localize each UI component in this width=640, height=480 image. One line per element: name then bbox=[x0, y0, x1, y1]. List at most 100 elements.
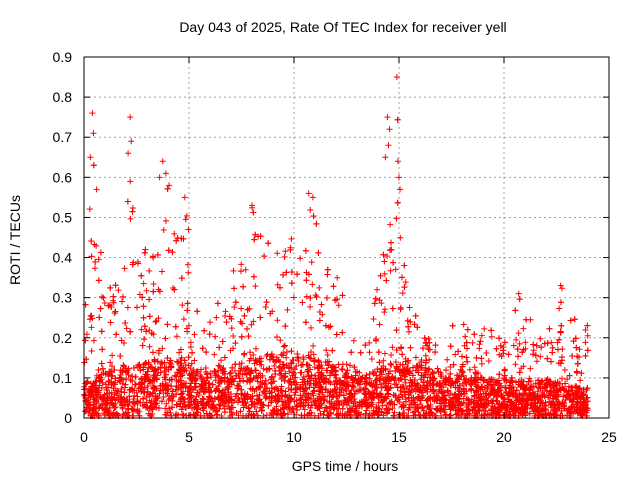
data-point bbox=[355, 409, 362, 416]
data-point bbox=[400, 402, 407, 409]
data-point bbox=[372, 377, 379, 384]
data-point bbox=[464, 326, 471, 333]
data-point bbox=[177, 400, 184, 407]
data-point bbox=[378, 300, 385, 307]
data-point bbox=[292, 389, 299, 396]
data-point bbox=[407, 318, 414, 325]
data-point bbox=[459, 363, 466, 370]
data-point bbox=[404, 317, 411, 324]
data-point bbox=[302, 385, 309, 392]
data-point bbox=[558, 357, 565, 364]
data-point bbox=[402, 396, 409, 403]
data-point bbox=[352, 398, 359, 405]
data-point bbox=[411, 321, 418, 328]
data-point bbox=[343, 361, 350, 368]
data-point bbox=[311, 358, 318, 365]
data-point bbox=[234, 390, 241, 397]
data-point bbox=[391, 401, 398, 408]
data-point bbox=[434, 365, 441, 372]
data-point bbox=[88, 237, 95, 244]
data-point bbox=[339, 405, 346, 412]
data-point bbox=[141, 389, 148, 396]
data-point bbox=[526, 410, 533, 417]
data-point bbox=[216, 405, 223, 412]
data-point bbox=[547, 401, 554, 408]
data-point bbox=[582, 327, 589, 334]
data-point bbox=[290, 294, 297, 301]
data-point bbox=[494, 378, 501, 385]
data-point bbox=[110, 299, 117, 306]
data-point bbox=[554, 386, 561, 393]
data-point bbox=[371, 300, 378, 307]
data-point bbox=[500, 402, 507, 409]
data-point bbox=[419, 394, 426, 401]
data-point bbox=[461, 385, 468, 392]
data-point bbox=[162, 217, 169, 224]
data-point bbox=[392, 266, 399, 273]
data-point bbox=[238, 261, 245, 268]
data-point bbox=[363, 407, 370, 414]
data-point bbox=[444, 388, 451, 395]
data-point bbox=[207, 370, 214, 377]
data-point bbox=[414, 362, 421, 369]
data-point bbox=[218, 378, 225, 385]
data-point bbox=[333, 405, 340, 412]
data-point bbox=[327, 372, 334, 379]
data-point bbox=[232, 393, 239, 400]
data-point bbox=[113, 410, 120, 417]
data-point bbox=[184, 300, 191, 307]
data-point bbox=[305, 379, 312, 386]
data-point bbox=[307, 207, 314, 214]
data-point bbox=[138, 326, 145, 333]
data-point bbox=[567, 395, 574, 402]
data-point bbox=[402, 389, 409, 396]
data-point bbox=[278, 411, 285, 418]
data-point bbox=[381, 258, 388, 265]
data-point bbox=[107, 284, 114, 291]
data-point bbox=[416, 412, 423, 419]
data-point bbox=[252, 231, 259, 238]
data-point bbox=[447, 382, 454, 389]
data-point bbox=[158, 398, 165, 405]
data-point bbox=[179, 372, 186, 379]
data-point bbox=[262, 304, 269, 311]
data-point bbox=[159, 268, 166, 275]
data-point bbox=[146, 397, 153, 404]
data-point bbox=[374, 366, 381, 373]
data-point bbox=[377, 272, 384, 279]
data-point bbox=[421, 335, 428, 342]
data-point bbox=[130, 365, 137, 372]
data-point bbox=[96, 378, 103, 385]
data-point bbox=[335, 361, 342, 368]
data-point bbox=[256, 358, 263, 365]
data-point bbox=[361, 390, 368, 397]
data-point bbox=[214, 411, 221, 418]
data-point bbox=[308, 259, 315, 266]
data-point bbox=[230, 345, 237, 352]
data-point bbox=[455, 384, 462, 391]
data-point bbox=[88, 324, 95, 331]
data-point bbox=[478, 360, 485, 367]
data-point bbox=[166, 405, 173, 412]
data-point bbox=[363, 397, 370, 404]
data-point bbox=[507, 398, 514, 405]
data-point bbox=[206, 331, 213, 338]
data-point bbox=[325, 362, 332, 369]
data-point bbox=[425, 366, 432, 373]
data-point bbox=[282, 401, 289, 408]
data-point bbox=[332, 371, 339, 378]
data-point bbox=[119, 298, 126, 305]
data-point bbox=[173, 237, 180, 244]
data-point bbox=[333, 411, 340, 418]
data-point bbox=[508, 406, 515, 413]
data-point bbox=[144, 383, 151, 390]
data-point bbox=[146, 267, 153, 274]
data-point bbox=[516, 369, 523, 376]
data-point bbox=[488, 381, 495, 388]
data-point bbox=[527, 365, 534, 372]
data-point bbox=[95, 256, 102, 263]
data-point bbox=[426, 346, 433, 353]
data-point bbox=[246, 408, 253, 415]
data-point bbox=[277, 337, 284, 344]
data-point bbox=[147, 391, 154, 398]
